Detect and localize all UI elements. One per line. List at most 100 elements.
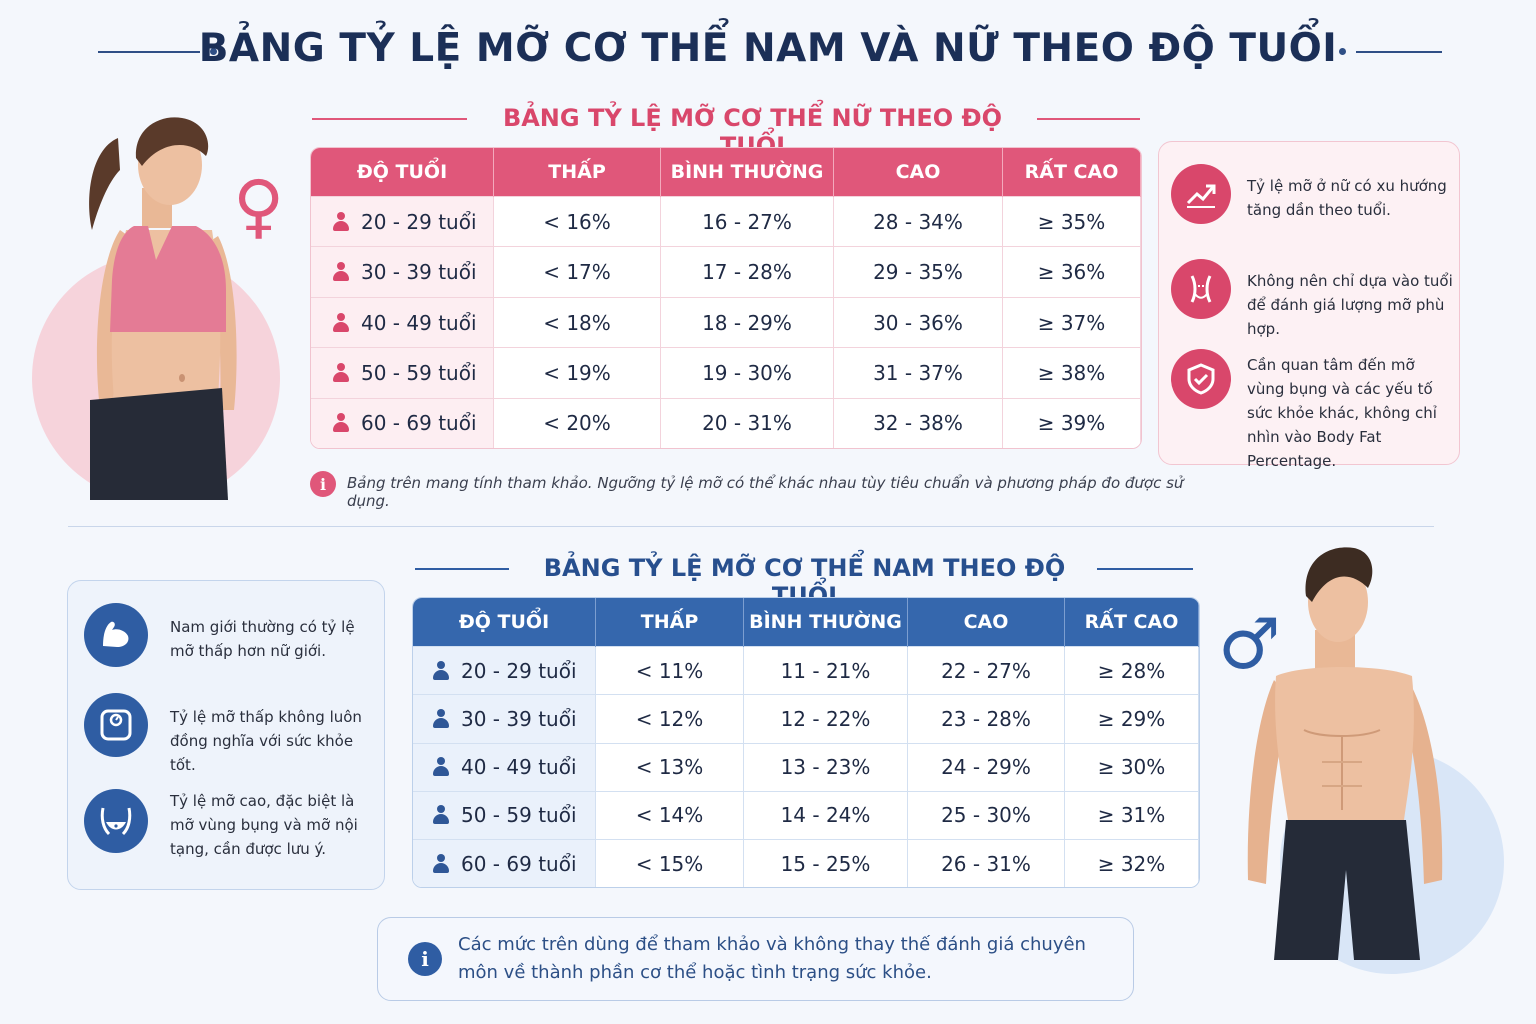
high-cell: 32 - 38% (833, 397, 1003, 448)
male-figure-illustration (1247, 547, 1504, 974)
male-table: ĐỘ TUỔI THẤP BÌNH THƯỜNG CAO RẤT CAO 20 … (413, 598, 1199, 887)
age-label: 20 - 29 tuổi (361, 209, 477, 234)
low-cell: < 11% (595, 645, 744, 695)
person-icon (333, 363, 349, 383)
col-header-low: THẤP (595, 598, 744, 647)
female-table-header: ĐỘ TUỔI THẤP BÌNH THƯỜNG CAO RẤT CAO (311, 148, 1141, 197)
age-label: 40 - 49 tuổi (361, 310, 477, 335)
high-cell: 23 - 28% (907, 694, 1065, 744)
very-high-cell: ≥ 32% (1064, 839, 1199, 887)
high-cell: 22 - 27% (907, 645, 1065, 695)
normal-cell: 13 - 23% (743, 742, 908, 792)
waist-icon (1171, 259, 1231, 319)
title-dot-left (210, 48, 217, 55)
person-icon (333, 413, 349, 433)
table-row: 40 - 49 tuổi < 13% 13 - 23% 24 - 29% ≥ 3… (413, 742, 1199, 792)
age-label: 20 - 29 tuổi (461, 658, 577, 683)
table-row: 60 - 69 tuổi < 20% 20 - 31% 32 - 38% ≥ 3… (311, 397, 1141, 448)
person-icon (433, 805, 449, 825)
very-high-cell: ≥ 35% (1002, 195, 1141, 247)
col-header-age: ĐỘ TUỔI (311, 148, 494, 197)
col-header-age: ĐỘ TUỔI (413, 598, 596, 647)
male-bottom-note: i Các mức trên dùng để tham khảo và khôn… (377, 917, 1134, 1001)
age-cell: 40 - 49 tuổi (311, 296, 494, 348)
col-header-very-high: RẤT CAO (1064, 598, 1199, 647)
table-row: 20 - 29 tuổi < 16% 16 - 27% 28 - 34% ≥ 3… (311, 195, 1141, 247)
high-cell: 28 - 34% (833, 195, 1003, 247)
age-cell: 60 - 69 tuổi (311, 397, 494, 448)
tip-text: Không nên chỉ dựa vào tuổi để đánh giá l… (1247, 272, 1453, 338)
title-line-left (98, 51, 200, 53)
belly-icon (84, 789, 148, 853)
female-tip: Cần quan tâm đến mỡ vùng bụng và các yếu… (1171, 349, 1456, 473)
low-cell: < 18% (493, 296, 661, 348)
age-cell: 30 - 39 tuổi (311, 246, 494, 298)
low-cell: < 12% (595, 694, 744, 744)
person-icon (333, 211, 349, 231)
trend-up-icon (1171, 164, 1231, 224)
female-tip: Tỷ lệ mỡ ở nữ có xu hướng tăng dần theo … (1171, 164, 1456, 224)
low-cell: < 17% (493, 246, 661, 298)
male-note-text: Các mức trên dùng để tham khảo và không … (458, 934, 1086, 983)
very-high-cell: ≥ 36% (1002, 246, 1141, 298)
normal-cell: 20 - 31% (660, 397, 834, 448)
normal-cell: 17 - 28% (660, 246, 834, 298)
male-symbol-icon: ♂ (1218, 603, 1281, 685)
female-body-fat-table: ĐỘ TUỔI THẤP BÌNH THƯỜNG CAO RẤT CAO 20 … (310, 147, 1142, 449)
low-cell: < 16% (493, 195, 661, 247)
female-figure-illustration (32, 117, 280, 500)
male-tip: Nam giới thường có tỷ lệ mỡ thấp hơn nữ … (84, 603, 374, 667)
title-line-right (1356, 51, 1442, 53)
normal-cell: 16 - 27% (660, 195, 834, 247)
page-title: BẢNG TỶ LỆ MỠ CƠ THỂ NAM VÀ NỮ THEO ĐỘ T… (198, 26, 1338, 71)
age-cell: 50 - 59 tuổi (413, 790, 596, 840)
age-label: 30 - 39 tuổi (361, 260, 477, 285)
table-row: 40 - 49 tuổi < 18% 18 - 29% 30 - 36% ≥ 3… (311, 296, 1141, 348)
age-label: 50 - 59 tuổi (461, 803, 577, 828)
high-cell: 24 - 29% (907, 742, 1065, 792)
male-heading-line-right (1097, 568, 1193, 570)
female-note-text: Bảng trên mang tính tham khảo. Ngưỡng tỷ… (347, 474, 1184, 510)
age-cell: 60 - 69 tuổi (413, 839, 596, 887)
tip-text: Cần quan tâm đến mỡ vùng bụng và các yếu… (1247, 356, 1437, 470)
age-label: 40 - 49 tuổi (461, 755, 577, 780)
female-tips-card: Tỷ lệ mỡ ở nữ có xu hướng tăng dần theo … (1158, 141, 1460, 470)
age-cell: 30 - 39 tuổi (413, 694, 596, 744)
very-high-cell: ≥ 37% (1002, 296, 1141, 348)
male-note-info-icon: i (408, 942, 442, 976)
very-high-cell: ≥ 28% (1064, 645, 1199, 695)
very-high-cell: ≥ 39% (1002, 397, 1141, 448)
high-cell: 30 - 36% (833, 296, 1003, 348)
shield-check-icon (1171, 349, 1231, 409)
title-dot-right (1339, 48, 1346, 55)
high-cell: 29 - 35% (833, 246, 1003, 298)
col-header-normal: BÌNH THƯỜNG (660, 148, 834, 197)
muscle-arm-icon (84, 603, 148, 667)
female-note-info-icon: i (310, 471, 336, 497)
high-cell: 25 - 30% (907, 790, 1065, 840)
male-heading-line-left (415, 568, 509, 570)
female-tip: Không nên chỉ dựa vào tuổi để đánh giá l… (1171, 259, 1456, 341)
very-high-cell: ≥ 38% (1002, 347, 1141, 399)
male-body-fat-table: ĐỘ TUỔI THẤP BÌNH THƯỜNG CAO RẤT CAO 20 … (412, 597, 1200, 888)
male-tip: Tỷ lệ mỡ cao, đặc biệt là mỡ vùng bụng v… (84, 789, 374, 861)
low-cell: < 19% (493, 347, 661, 399)
section-divider (68, 526, 1434, 527)
person-icon (433, 853, 449, 873)
normal-cell: 12 - 22% (743, 694, 908, 744)
tip-text: Tỷ lệ mỡ cao, đặc biệt là mỡ vùng bụng v… (170, 792, 358, 858)
col-header-high: CAO (833, 148, 1003, 197)
low-cell: < 15% (595, 839, 744, 887)
age-cell: 20 - 29 tuổi (311, 195, 494, 247)
male-table-header: ĐỘ TUỔI THẤP BÌNH THƯỜNG CAO RẤT CAO (413, 598, 1199, 647)
very-high-cell: ≥ 29% (1064, 694, 1199, 744)
normal-cell: 15 - 25% (743, 839, 908, 887)
table-row: 30 - 39 tuổi < 17% 17 - 28% 29 - 35% ≥ 3… (311, 246, 1141, 298)
age-label: 60 - 69 tuổi (361, 411, 477, 436)
col-header-very-high: RẤT CAO (1002, 148, 1141, 197)
low-cell: < 14% (595, 790, 744, 840)
low-cell: < 13% (595, 742, 744, 792)
table-row: 30 - 39 tuổi < 12% 12 - 22% 23 - 28% ≥ 2… (413, 694, 1199, 744)
age-label: 30 - 39 tuổi (461, 706, 577, 731)
normal-cell: 18 - 29% (660, 296, 834, 348)
